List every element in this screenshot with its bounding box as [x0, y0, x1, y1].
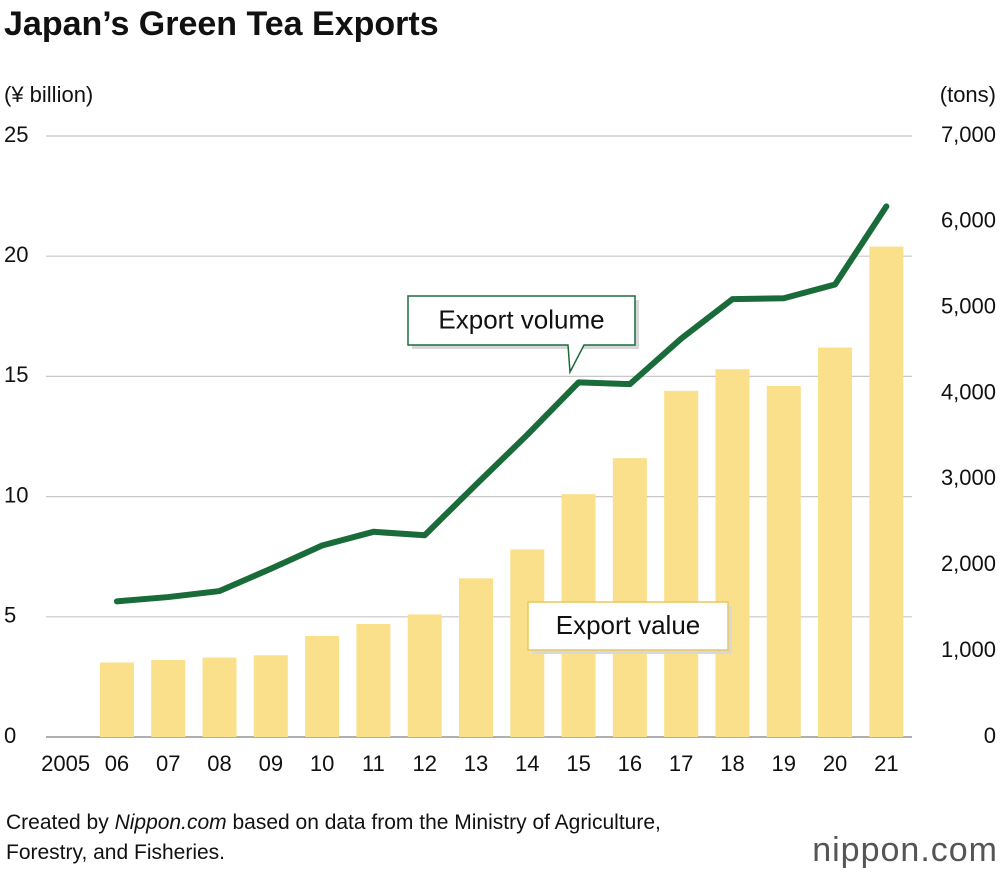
callout-box [527, 601, 729, 651]
y-tick-label: 5 [4, 603, 16, 628]
x-tick-label: 10 [310, 751, 334, 776]
bar [869, 246, 904, 738]
legend-label: Export value [556, 610, 701, 640]
y-tick-label: 10 [4, 482, 28, 507]
bar [202, 657, 237, 737]
bar [612, 458, 647, 737]
y2-tick-label: 3,000 [941, 465, 996, 490]
x-tick-label: 21 [874, 751, 898, 776]
y2-axis-label: (tons) [940, 82, 996, 107]
x-tick-label: 20 [823, 751, 847, 776]
bar [305, 636, 340, 737]
x-tick-label: 07 [156, 751, 180, 776]
bar [818, 347, 853, 737]
y-tick-label: 25 [4, 122, 28, 147]
y2-tick-label: 1,000 [941, 637, 996, 662]
x-tick-label: 2005 [41, 751, 90, 776]
x-tick-label: 13 [464, 751, 488, 776]
bar [664, 390, 699, 737]
line [113, 203, 890, 605]
y2-tick-label: 7,000 [941, 122, 996, 147]
source-prefix: Created by [6, 811, 115, 834]
y2-tick-label: 2,000 [941, 551, 996, 576]
x-tick-label: 16 [618, 751, 642, 776]
x-tick-label: 18 [720, 751, 744, 776]
x-tick-label: 12 [412, 751, 436, 776]
x-tick-label: 19 [772, 751, 796, 776]
bar [99, 662, 134, 737]
y-axis-label: (¥ billion) [4, 82, 93, 107]
bar [766, 386, 801, 737]
y-tick-label: 15 [4, 362, 28, 387]
bar [407, 614, 442, 737]
y2-tick-label: 6,000 [941, 208, 996, 233]
x-tick-label: 08 [207, 751, 231, 776]
bar [356, 624, 391, 737]
bar [151, 660, 186, 737]
x-tick-label: 09 [259, 751, 283, 776]
y-tick-label: 0 [4, 723, 16, 748]
logo: nippon.com [812, 831, 998, 869]
y2-tick-label: 0 [984, 723, 996, 748]
bar [459, 578, 493, 737]
y2-tick-label: 5,000 [941, 294, 996, 319]
source-note: Created by Nippon.com based on data from… [6, 808, 686, 868]
callout-box [407, 295, 636, 375]
x-tick-label: 11 [362, 751, 385, 776]
y2-tick-label: 4,000 [941, 379, 996, 404]
source-suffix: based on data from the Ministry of Agric… [6, 811, 661, 864]
legend-label: Export volume [438, 304, 604, 334]
x-tick-label: 14 [515, 751, 539, 776]
bar [253, 655, 288, 737]
x-tick-label: 06 [105, 751, 129, 776]
source-site: Nippon.com [114, 811, 227, 834]
x-tick-label: 15 [566, 751, 590, 776]
y-tick-label: 20 [4, 242, 28, 267]
x-tick-label: 17 [669, 751, 693, 776]
chart-title: Japan’s Green Tea Exports [4, 5, 439, 43]
bar [715, 369, 750, 737]
